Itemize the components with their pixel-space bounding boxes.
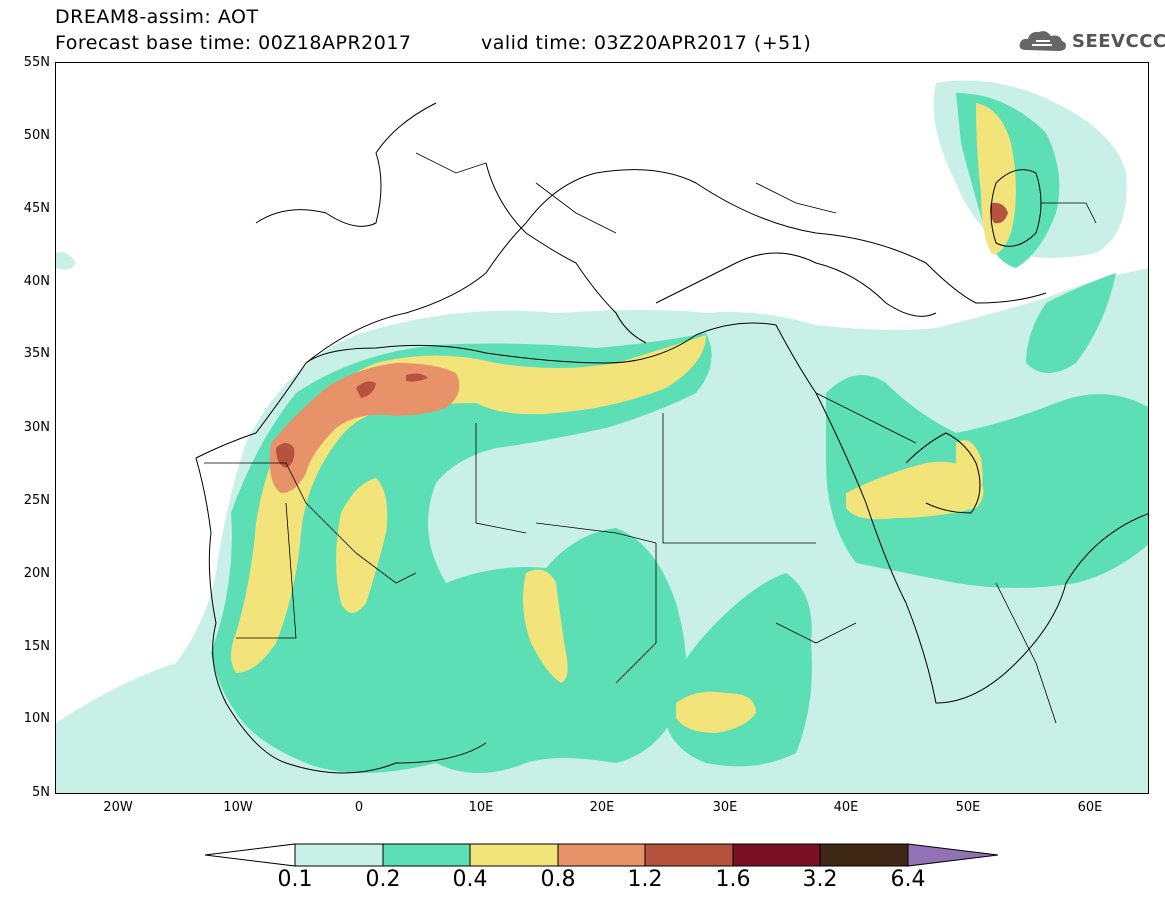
lat-label: 30N	[23, 420, 50, 435]
colorbar-under-triangle	[204, 843, 296, 867]
colorbar-svg	[204, 843, 999, 867]
cloud-icon	[1019, 31, 1066, 51]
aot-band-1.2	[276, 202, 1008, 468]
colorbar-label: 1.2	[627, 867, 663, 892]
lon-label: 10W	[223, 800, 253, 815]
lat-label: 5N	[32, 785, 50, 800]
colorbar-label: 0.2	[365, 867, 401, 892]
base-time: Forecast base time: 00Z18APR2017	[55, 32, 412, 54]
product-title: DREAM8-assim: AOT	[55, 6, 259, 28]
colorbar-label: 1.6	[715, 867, 751, 892]
lat-label: 35N	[23, 346, 50, 361]
seevccc-logo: SEEVCCC	[1018, 28, 1165, 54]
lat-label: 55N	[23, 55, 50, 70]
valid-time: valid time: 03Z20APR2017 (+51)	[481, 32, 812, 54]
lon-label: 40E	[833, 800, 859, 815]
lon-label: 50E	[955, 800, 981, 815]
lat-label: 15N	[23, 639, 50, 654]
lon-label: 0	[354, 800, 364, 815]
colorbar-swatch	[557, 843, 646, 867]
lat-label: 10N	[23, 711, 50, 726]
colorbar-over-triangle	[907, 843, 999, 867]
aot-band-0.8	[269, 363, 460, 493]
lat-label: 20N	[23, 566, 50, 581]
lon-label: 10E	[468, 800, 494, 815]
lat-label: 25N	[23, 493, 50, 508]
aot-map	[55, 62, 1149, 794]
colorbar-swatch	[469, 843, 559, 867]
lat-label: 45N	[23, 201, 50, 216]
colorbar-swatch	[382, 843, 471, 867]
colorbar-label: 0.1	[277, 867, 313, 892]
colorbar-label: 6.4	[890, 867, 926, 892]
colorbar-label: 0.4	[452, 867, 488, 892]
coastlines	[195, 102, 1148, 774]
colorbar-swatch	[819, 843, 909, 867]
colorbar	[204, 843, 1000, 871]
lon-label: 20E	[589, 800, 615, 815]
lon-label: 60E	[1077, 800, 1103, 815]
borders	[204, 152, 1097, 724]
lat-label: 40N	[23, 274, 50, 289]
colorbar-label: 0.8	[540, 867, 576, 892]
colorbar-swatch	[294, 843, 384, 867]
logo-text: SEEVCCC	[1072, 30, 1165, 52]
colorbar-label: 3.2	[802, 867, 838, 892]
colorbar-swatch	[644, 843, 734, 867]
lat-label: 50N	[23, 128, 50, 143]
lon-label: 30E	[712, 800, 738, 815]
colorbar-swatch	[732, 843, 821, 867]
aot-field	[56, 80, 1148, 793]
lon-label: 20W	[103, 800, 133, 815]
